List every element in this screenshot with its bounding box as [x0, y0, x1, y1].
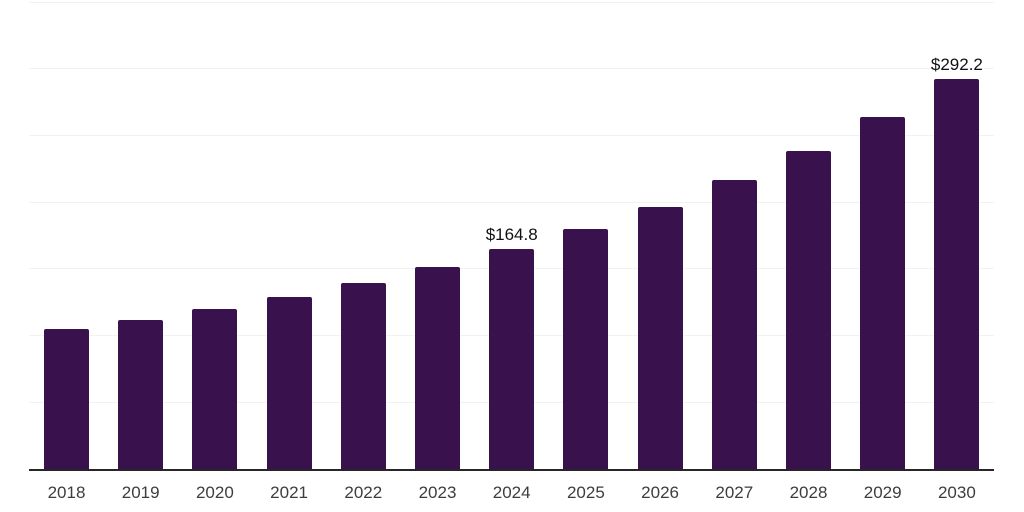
bar-2019[interactable] — [118, 320, 164, 469]
bar-2018[interactable] — [44, 328, 89, 469]
bar-2023[interactable] — [415, 266, 460, 469]
x-tick-label-2022: 2022 — [344, 483, 383, 502]
x-axis-line — [29, 469, 994, 471]
data-label-2030: $292.2 — [930, 55, 983, 75]
gridline — [29, 68, 994, 70]
x-tick-label-2018: 2018 — [47, 483, 86, 502]
bar-2020[interactable] — [192, 308, 238, 469]
x-tick-label-2021: 2021 — [270, 483, 309, 502]
x-tick-label-2029: 2029 — [863, 483, 902, 502]
gridline — [29, 201, 994, 203]
bar-2025[interactable] — [563, 228, 609, 469]
bar-2030[interactable] — [934, 79, 980, 469]
x-tick-label-2026: 2026 — [641, 483, 680, 502]
x-tick-label-2028: 2028 — [789, 483, 828, 502]
bar-2021[interactable] — [266, 296, 312, 469]
x-tick-label-2027: 2027 — [715, 483, 754, 502]
x-tick-label-2023: 2023 — [418, 483, 457, 502]
x-tick-label-2030: 2030 — [937, 483, 976, 502]
x-tick-label-2020: 2020 — [195, 483, 234, 502]
gridline — [29, 1, 994, 3]
bar-2028[interactable] — [786, 150, 831, 469]
x-tick-label-2019: 2019 — [121, 483, 160, 502]
bar-2026[interactable] — [637, 206, 683, 469]
x-tick-label-2024: 2024 — [492, 483, 531, 502]
bar-2027[interactable] — [711, 179, 757, 469]
x-tick-label-2025: 2025 — [566, 483, 605, 502]
bar-2029[interactable] — [860, 117, 906, 469]
gridline — [29, 135, 994, 137]
data-label-2024: $164.8 — [485, 225, 538, 245]
bar-2024[interactable] — [489, 249, 535, 469]
bar-2022[interactable] — [340, 283, 386, 469]
